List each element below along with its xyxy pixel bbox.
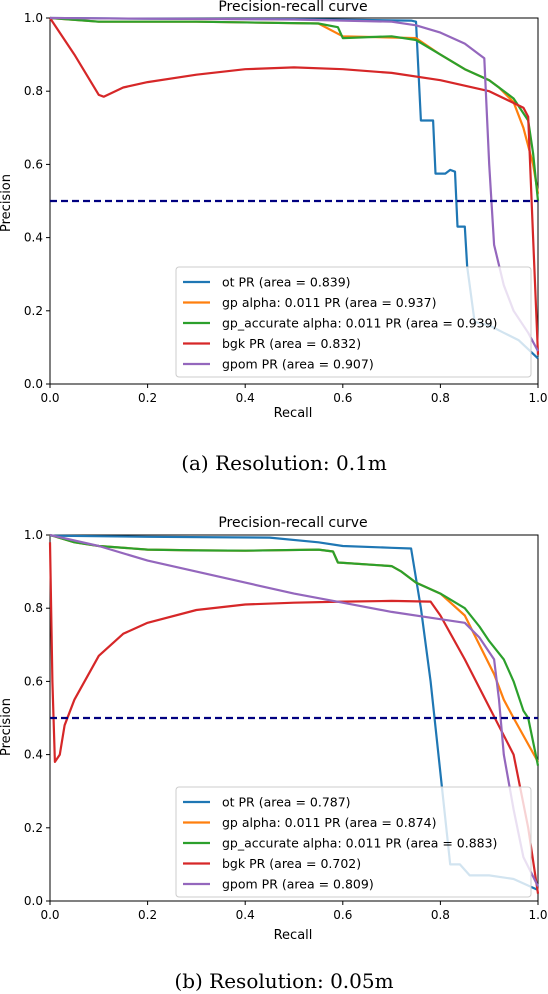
legend-label: gp_accurate alpha: 0.011 PR (area = 0.88… [222, 836, 497, 851]
x-tick-label: 0.6 [333, 908, 352, 922]
y-axis-label: Precision [0, 174, 14, 232]
legend-label: ot PR (area = 0.787) [222, 795, 351, 810]
series-line [48, 542, 540, 894]
x-axis-label: Recall [274, 928, 313, 943]
y-tick-label: 0.8 [24, 601, 43, 615]
legend-label: gp_accurate alpha: 0.011 PR (area = 0.93… [222, 316, 497, 331]
panel-b: Precision-recall curve 0.0 0.2 0.4 0.6 0.8 1.… [0, 515, 548, 993]
x-tick-label: 0.6 [333, 391, 352, 405]
x-tick-label: 0.2 [138, 908, 157, 922]
chart-marks: 0.0 0.2 0.4 0.6 0.8 1.0 0.0 0.2 0.4 0.6 0.8 1.0 ot P… [24, 11, 548, 405]
y-tick-label: 0.6 [24, 674, 43, 688]
y-tick-label: 0.0 [24, 894, 43, 908]
caption: (b) Resolution: 0.05m [174, 969, 393, 993]
legend-label: gpom PR (area = 0.907) [222, 357, 374, 372]
legend: ot PR (area = 0.839) gp alpha: 0.011 PR (… [175, 266, 532, 378]
panel-a: Precision-recall curve 0.0 0.2 0.4 0.6 0.8 1.… [0, 0, 548, 475]
y-tick-label: 0.4 [24, 231, 43, 245]
y-tick-label: 1.0 [24, 528, 43, 542]
series-line [49, 17, 540, 355]
x-tick-label: 0.4 [236, 908, 255, 922]
legend-label: gp alpha: 0.011 PR (area = 0.874) [222, 815, 436, 830]
x-tick-label: 0.2 [138, 391, 157, 405]
legend: ot PR (area = 0.787) gp alpha: 0.011 PR (… [175, 786, 532, 898]
caption: (a) Resolution: 0.1m [181, 451, 387, 475]
legend-label: bgk PR (area = 0.702) [222, 856, 361, 871]
legend-label: gpom PR (area = 0.809) [222, 877, 374, 892]
series-line [49, 533, 539, 763]
chart-title: Precision-recall curve [218, 515, 367, 531]
legend-box [175, 266, 532, 378]
legend-label: gp alpha: 0.011 PR (area = 0.937) [222, 295, 436, 310]
x-tick-label: 0.8 [431, 908, 450, 922]
y-tick-label: 0.6 [24, 157, 43, 171]
legend-label: ot PR (area = 0.839) [222, 275, 351, 290]
y-tick-label: 0.8 [24, 84, 43, 98]
series-line [49, 533, 540, 766]
y-axis-label: Precision [0, 698, 14, 756]
y-tick-label: 0.0 [24, 377, 43, 391]
legend-box [175, 786, 532, 898]
chart-marks: 0.0 0.2 0.4 0.6 0.8 1.0 0.0 0.2 0.4 0.6 0.8 1.0 ot P… [24, 528, 548, 922]
x-tick-label: 0.4 [236, 391, 255, 405]
x-tick-label: 0.0 [40, 908, 59, 922]
x-tick-label: 0.8 [431, 391, 450, 405]
chart-title: Precision-recall curve [218, 0, 367, 15]
y-tick-label: 0.2 [24, 304, 43, 318]
x-tick-label: 0.0 [40, 391, 59, 405]
y-tick-label: 0.4 [24, 748, 43, 762]
x-tick-label: 1.0 [528, 391, 547, 405]
series-line [49, 533, 539, 887]
legend-label: bgk PR (area = 0.832) [222, 336, 361, 351]
y-tick-label: 1.0 [24, 11, 43, 25]
series-line [49, 16, 540, 202]
y-tick-label: 0.2 [24, 821, 43, 835]
x-axis-label: Recall [274, 406, 313, 421]
x-tick-label: 1.0 [528, 908, 547, 922]
